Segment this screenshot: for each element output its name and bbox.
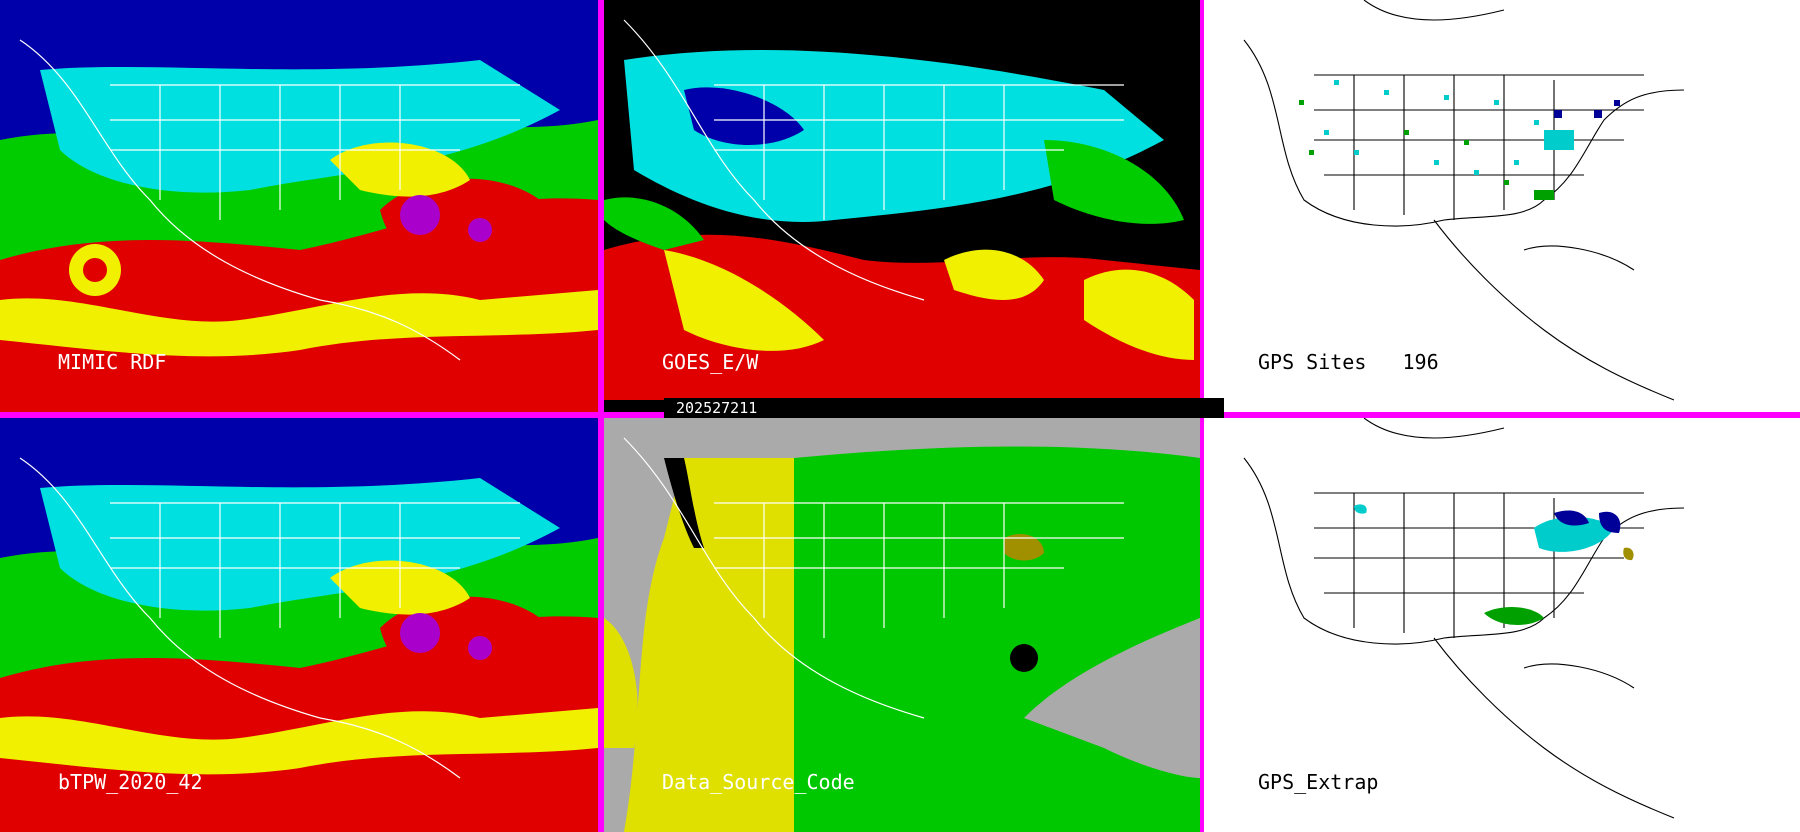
mimic-rdf-panel: MIMIC RDF	[0, 0, 598, 412]
data-source-map	[604, 418, 1200, 832]
panel-label: GPS Sites 196	[1258, 350, 1439, 374]
gps-extrap-map	[1204, 418, 1800, 832]
goes-panel: GOES_E/W	[604, 0, 1200, 412]
mimic-rdf-map	[0, 0, 598, 412]
panel-label: GOES_E/W	[662, 350, 759, 374]
panel-label: bTPW_2020_42	[58, 770, 203, 794]
gps-sites-label: GPS Sites	[1258, 350, 1367, 374]
panel-label: MIMIC RDF	[58, 350, 167, 374]
btpw-map	[0, 418, 598, 832]
goes-map	[604, 0, 1200, 412]
gps-sites-panel: GPS Sites 196	[1204, 0, 1800, 412]
panel-label: Data_Source_Code	[662, 770, 855, 794]
panel-label: GPS_Extrap	[1258, 770, 1379, 794]
gps-sites-map	[1204, 0, 1800, 412]
data-source-panel: Data_Source_Code	[604, 418, 1200, 832]
timestamp-bar: 202527211	[664, 398, 1224, 418]
gps-sites-count: 196	[1402, 350, 1439, 374]
gps-extrap-panel: GPS_Extrap	[1204, 418, 1800, 832]
btpw-panel: bTPW_2020_42	[0, 418, 598, 832]
